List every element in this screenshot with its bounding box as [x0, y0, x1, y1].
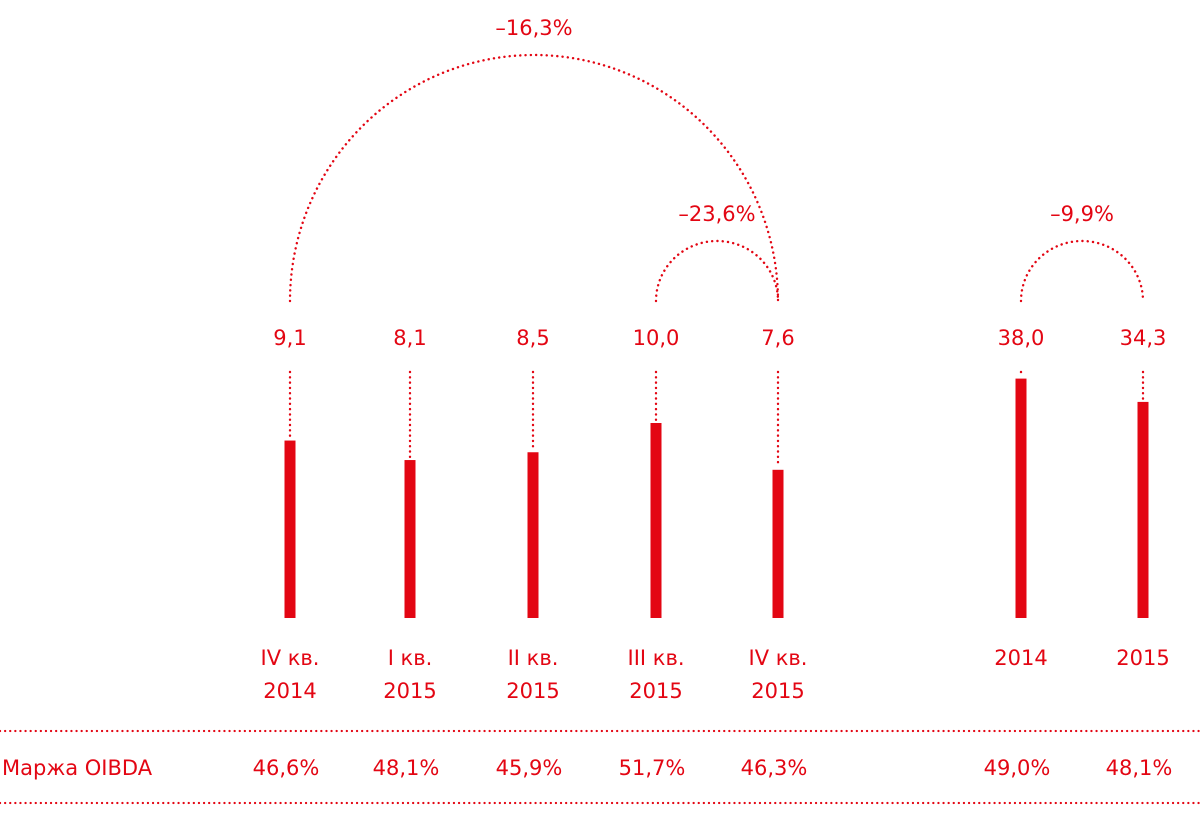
margin-row: Маржа OIBDA [0, 729, 1200, 805]
category-label: 2015 [1116, 646, 1169, 670]
value-label: 9,1 [273, 326, 306, 350]
category-label: 2014 [263, 679, 316, 703]
value-label: 7,6 [761, 326, 794, 350]
margin-row-label: Маржа OIBDA [2, 756, 153, 780]
bar [650, 423, 662, 618]
margin-value: 48,1% [1106, 756, 1173, 780]
category-label: II кв. [508, 646, 559, 670]
margin-value: 46,3% [741, 756, 808, 780]
change-arc [654, 239, 780, 303]
category-label: IV кв. [261, 646, 320, 670]
category-label: 2015 [383, 679, 436, 703]
category-label: 2015 [751, 679, 804, 703]
category-label: IV кв. [749, 646, 808, 670]
margin-value: 45,9% [496, 756, 563, 780]
category-label: III кв. [628, 646, 685, 670]
margin-value: 46,6% [253, 756, 320, 780]
change-label: –23,6% [678, 202, 755, 226]
bar [772, 469, 784, 618]
change-label: –16,3% [495, 16, 572, 40]
change-label: –9,9% [1050, 202, 1114, 226]
bar [404, 460, 416, 618]
value-label: 8,1 [393, 326, 426, 350]
bars [284, 370, 1149, 618]
value-label: 38,0 [998, 326, 1045, 350]
bar [1137, 401, 1149, 618]
category-label: I кв. [388, 646, 433, 670]
change-arc [1019, 239, 1145, 303]
change-arc [288, 53, 780, 303]
bar [284, 440, 296, 618]
category-label: 2015 [506, 679, 559, 703]
value-label: 34,3 [1120, 326, 1167, 350]
change-arcs [288, 53, 1145, 303]
value-label: 10,0 [633, 326, 680, 350]
margin-value: 48,1% [373, 756, 440, 780]
bar [527, 452, 539, 618]
bar [1015, 378, 1027, 618]
labels: 9,1 IV кв. 2014 46,6% 8,1 I кв. 2015 48,1% 8,5 II… [253, 16, 1173, 780]
margin-value: 49,0% [984, 756, 1051, 780]
margin-value: 51,7% [619, 756, 686, 780]
category-label: 2014 [994, 646, 1047, 670]
category-label: 2015 [629, 679, 682, 703]
value-label: 8,5 [516, 326, 549, 350]
